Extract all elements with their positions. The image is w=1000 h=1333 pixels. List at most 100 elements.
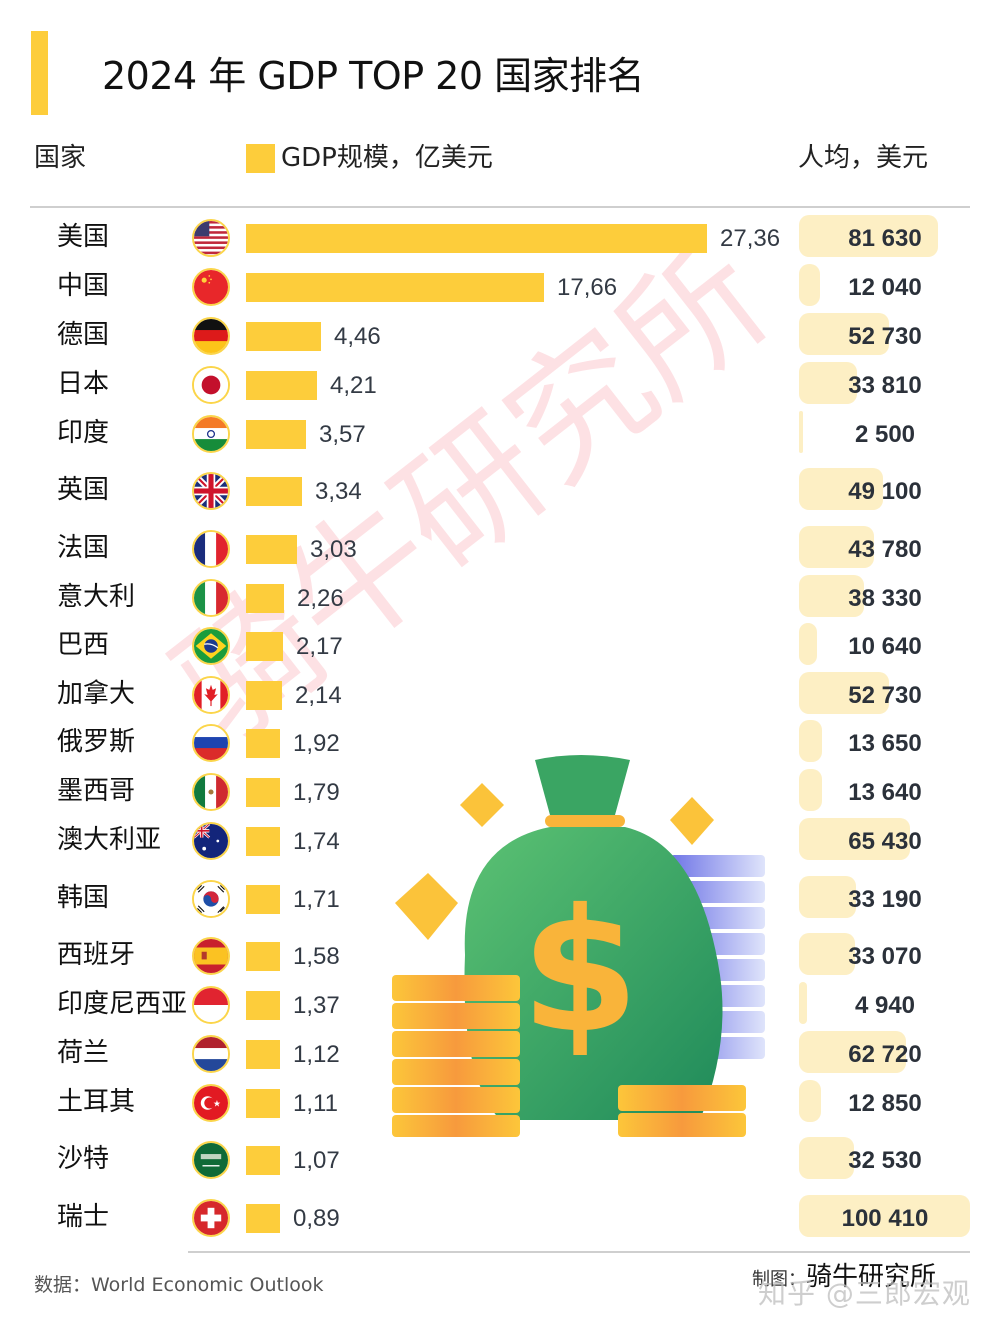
country-name-saudi: 沙特 (57, 1144, 110, 1174)
gdp-value: 17,66 (557, 274, 618, 301)
legend-swatch-icon (246, 143, 275, 173)
column-header-gdp: GDP规模，亿美元 (246, 140, 493, 176)
mexico-flag-icon (192, 773, 230, 811)
table-row: 英国 3,34 49 100 (0, 468, 1000, 512)
gdp-bar (246, 681, 282, 710)
data-source: 数据：World Economic Outlook (34, 1274, 324, 1296)
per-capita-bar (799, 818, 910, 860)
table-row: 法国 3,03 43 780 (0, 526, 1000, 570)
switzerland-flag-icon (192, 1199, 230, 1237)
per-capita-bar (799, 1080, 821, 1122)
per-capita-bar (799, 411, 803, 453)
gdp-value: 3,03 (310, 536, 357, 563)
per-capita-bar (799, 1195, 970, 1237)
gdp-bar (246, 827, 280, 856)
country-name-australia: 澳大利亚 (57, 825, 162, 855)
per-capita-bar (799, 526, 874, 568)
gdp-bar (246, 535, 297, 564)
gdp-value: 2,26 (297, 585, 344, 612)
table-row: 俄罗斯 1,92 13 650 (0, 720, 1000, 764)
money-bag-illustration: $ (380, 745, 780, 1145)
header-divider (30, 206, 970, 208)
table-row: 巴西 2,17 10 640 (0, 623, 1000, 667)
gdp-bar (246, 885, 280, 914)
gdp-bar (246, 477, 302, 506)
gdp-value: 1,92 (293, 730, 340, 757)
country-name-france: 法国 (57, 533, 110, 563)
table-row: 美国 27,36 81 630 (0, 215, 1000, 259)
chart-credit: 制图：骑牛研究所 (752, 1262, 936, 1295)
per-capita-bar (799, 623, 817, 665)
korea-flag-icon (192, 880, 230, 918)
gdp-value: 1,74 (293, 828, 340, 855)
per-capita-bar (799, 264, 820, 306)
per-capita-value: 12 850 (848, 1090, 922, 1117)
country-name-netherlands: 荷兰 (57, 1038, 110, 1068)
per-capita-bar (799, 1031, 906, 1073)
credit-name: 骑牛研究所 (806, 1262, 937, 1292)
per-capita-bar (799, 933, 855, 975)
table-row: 日本 4,21 33 810 (0, 362, 1000, 406)
gdp-bar (246, 224, 707, 253)
column-header-country: 国家 (34, 143, 87, 173)
netherlands-flag-icon (192, 1035, 230, 1073)
gdp-value: 2,17 (296, 633, 343, 660)
per-capita-value: 52 730 (848, 323, 922, 350)
table-row: 沙特 1,07 32 530 (0, 1137, 1000, 1181)
table-row: 加拿大 2,14 52 730 (0, 672, 1000, 716)
svg-text:$: $ (521, 873, 639, 1071)
canada-flag-icon (192, 676, 230, 714)
per-capita-value: 32 530 (848, 1147, 922, 1174)
country-name-russia: 俄罗斯 (57, 727, 136, 757)
india-flag-icon (192, 415, 230, 453)
per-capita-value: 43 780 (848, 536, 922, 563)
gdp-bar (246, 942, 280, 971)
per-capita-bar (799, 769, 822, 811)
per-capita-value: 49 100 (848, 478, 922, 505)
gdp-value: 3,34 (315, 478, 362, 505)
per-capita-value: 52 730 (848, 682, 922, 709)
country-name-us: 美国 (57, 222, 110, 252)
table-row: 西班牙 1,58 33 070 (0, 933, 1000, 977)
gdp-value: 4,46 (334, 323, 381, 350)
gdp-value: 1,12 (293, 1041, 340, 1068)
italy-flag-icon (192, 579, 230, 617)
indonesia-flag-icon (192, 986, 230, 1024)
per-capita-value: 33 070 (848, 943, 922, 970)
france-flag-icon (192, 530, 230, 568)
table-row: 澳大利亚 1,74 65 430 (0, 818, 1000, 862)
country-name-indonesia: 印度尼西亚 (57, 989, 188, 1019)
per-capita-bar (799, 720, 822, 762)
spain-flag-icon (192, 937, 230, 975)
per-capita-bar (799, 672, 889, 714)
japan-flag-icon (192, 366, 230, 404)
australia-flag-icon (192, 822, 230, 860)
country-name-china: 中国 (57, 271, 110, 301)
legend-label-gdp: GDP规模，亿美元 (281, 143, 493, 173)
per-capita-value: 38 330 (848, 585, 922, 612)
per-capita-value: 4 940 (854, 992, 916, 1019)
per-capita-value: 2 500 (854, 421, 916, 448)
gdp-value: 1,79 (293, 779, 340, 806)
money-bag-icon: $ (464, 755, 723, 1120)
gdp-bar (246, 1089, 280, 1118)
table-row: 土耳其 1,11 12 850 (0, 1080, 1000, 1124)
table-row: 德国 4,46 52 730 (0, 313, 1000, 357)
germany-flag-icon (192, 317, 230, 355)
table-row: 墨西哥 1,79 13 640 (0, 769, 1000, 813)
gdp-bar (246, 420, 306, 449)
per-capita-value: 81 630 (848, 225, 922, 252)
table-row: 中国 17,66 12 040 (0, 264, 1000, 308)
gdp-value: 1,58 (293, 943, 340, 970)
per-capita-value: 12 040 (848, 274, 922, 301)
gdp-value: 27,36 (720, 225, 781, 252)
country-name-turkey: 土耳其 (57, 1087, 136, 1117)
sparkle-icons (395, 783, 714, 940)
per-capita-bar (799, 362, 857, 404)
per-capita-value: 65 430 (848, 828, 922, 855)
country-name-italy: 意大利 (57, 582, 136, 612)
per-capita-bar (799, 313, 889, 355)
turkey-flag-icon (192, 1084, 230, 1122)
gdp-value: 1,11 (293, 1090, 338, 1117)
gdp-value: 3,57 (319, 421, 366, 448)
